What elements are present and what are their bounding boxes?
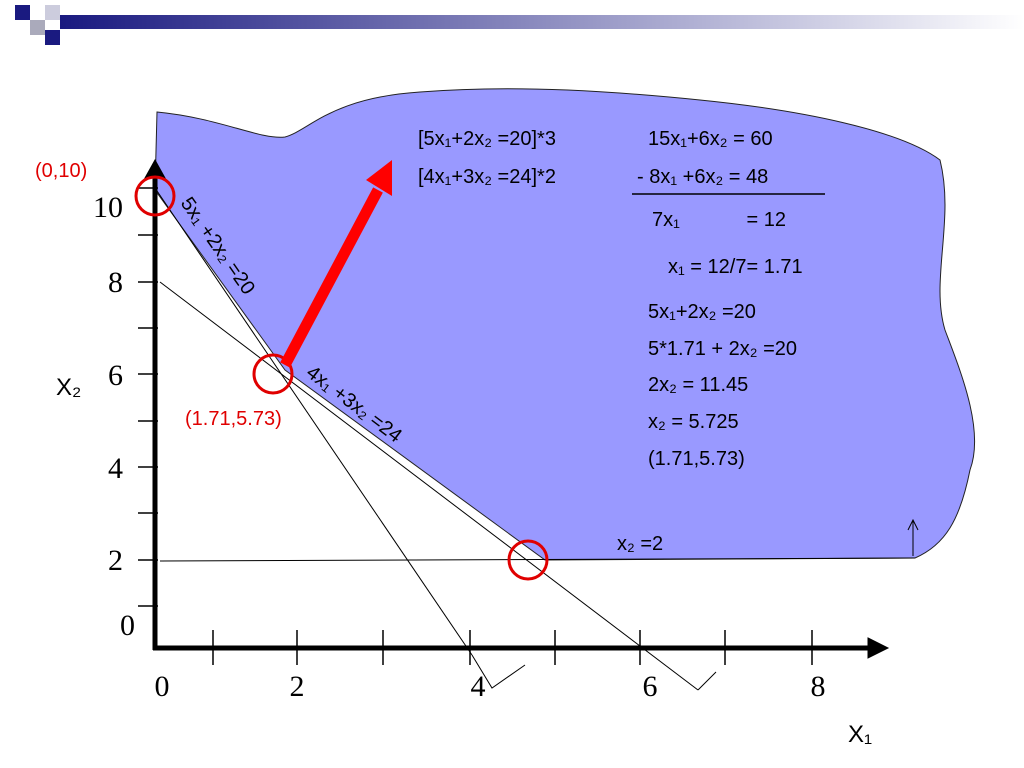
line-label: x₂ =2	[617, 533, 663, 555]
line-arrow	[471, 654, 526, 689]
x-ticks	[212, 630, 813, 665]
deco-square	[15, 5, 30, 20]
top-bar	[60, 15, 1024, 29]
equation: 7x₁ = 12	[652, 209, 786, 231]
y-tick-label: 10	[93, 191, 123, 224]
red-arrow	[280, 187, 383, 368]
deco-square	[30, 20, 45, 35]
decoration	[15, 5, 1024, 45]
corner-circle	[134, 175, 176, 217]
x-tick-label: 0	[155, 670, 170, 703]
x-axis-label: X₁	[848, 721, 872, 748]
corner-circle	[252, 353, 294, 395]
equation: x₂ = 5.725	[648, 411, 739, 433]
deco-square	[45, 30, 60, 45]
constraint-line	[159, 557, 916, 562]
equation: x₁ = 12/7= 1.71	[668, 256, 803, 278]
y-tick-label: 8	[108, 266, 123, 299]
point-label: (1.71,5.73)	[185, 408, 282, 430]
equation: [5x₁+2x₂ =20]*3	[418, 128, 556, 150]
point-label: (0,10)	[35, 160, 87, 182]
deco-square	[45, 5, 60, 20]
equation: 2x₂ = 11.45	[648, 374, 748, 396]
feasible-region	[154, 88, 976, 561]
x-arrow	[867, 637, 890, 659]
constraint-line	[159, 281, 699, 691]
equation: - 8x₁ +6x₂ = 48	[637, 166, 768, 188]
x-tick-label: 2	[290, 670, 305, 703]
equation: 5*1.71 + 2x₂ =20	[648, 338, 797, 360]
x-tick-label: 4	[471, 670, 486, 703]
y-tick-label: 2	[108, 544, 123, 577]
corner-circle	[507, 539, 549, 581]
y-ticks	[138, 187, 158, 607]
y-tick-label: 0	[120, 609, 135, 642]
y-tick-label: 4	[108, 452, 123, 485]
line-arrow	[697, 671, 717, 691]
constraint-line	[154, 187, 473, 656]
y-tick-label: 6	[108, 359, 123, 392]
x-tick-label: 6	[643, 670, 658, 703]
equation: 5x₁+2x₂ =20	[648, 301, 756, 323]
equation: (1.71,5.73)	[648, 448, 745, 470]
axes	[138, 158, 890, 665]
equation: 15x₁+6x₂ = 60	[648, 128, 773, 150]
red-arrowhead	[366, 160, 392, 196]
x-tick-label: 8	[811, 670, 826, 703]
equation: [4x₁+3x₂ =24]*2	[418, 166, 556, 188]
line-arrow	[907, 518, 919, 556]
y-axis-label: X₂	[56, 374, 81, 401]
